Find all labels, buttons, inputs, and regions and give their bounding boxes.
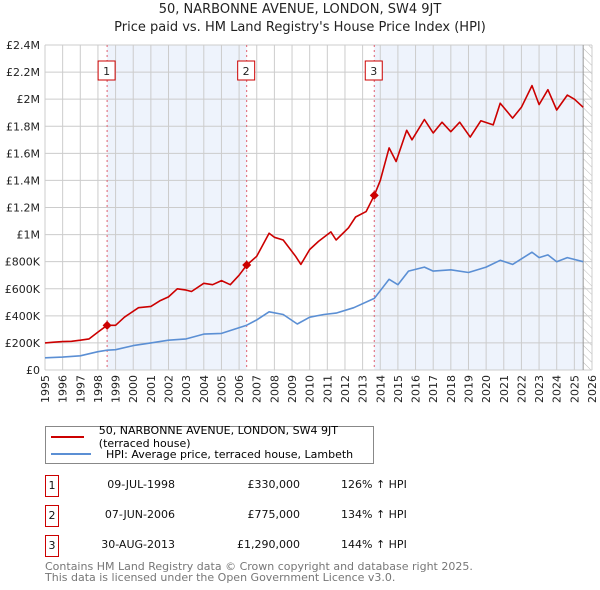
y-tick-label: £2M (17, 93, 41, 106)
legend-label: HPI: Average price, terraced house, Lamb… (106, 447, 354, 461)
x-tick-label: 2023 (533, 375, 546, 403)
x-tick-label: 2016 (410, 375, 423, 403)
x-tick-label: 2005 (215, 375, 228, 403)
sale-label-3: 3 (370, 65, 377, 78)
x-tick-label: 1996 (57, 375, 70, 403)
x-tick-label: 2018 (445, 375, 458, 403)
x-tick-label: 1998 (92, 375, 105, 403)
y-tick-label: £1.6M (6, 147, 40, 160)
x-tick-label: 2000 (127, 375, 140, 403)
x-tick-label: 2021 (498, 375, 511, 403)
x-tick-label: 2002 (163, 375, 176, 403)
x-tick-label: 2013 (357, 375, 370, 403)
legend: 50, NARBONNE AVENUE, LONDON, SW4 9JT (te… (45, 424, 374, 464)
sale-label-box-1 (97, 60, 116, 81)
series-line-property (44, 84, 584, 344)
legend-item-hpi: HPI: Average price, terraced house, Lamb… (51, 446, 353, 462)
x-tick-label: 2012 (339, 375, 352, 403)
x-tick-label: 2008 (268, 375, 281, 403)
y-tick-label: £1M (17, 229, 41, 242)
sale-marker-box: 1 (45, 475, 59, 497)
plot-area: 1995 1996 1997 1998 1999 2000 2001 2002 2003 2004… (5, 39, 599, 403)
x-tick-label: 2020 (480, 375, 493, 403)
x-tick-label: 2007 (251, 375, 264, 403)
sale-price: £330,000 (247, 478, 301, 491)
sale-price: £1,290,000 (237, 538, 300, 551)
sale-hpi: 134% ↑ HPI (341, 508, 407, 521)
x-tick-label: 2026 (586, 375, 599, 403)
legend-swatch-red (51, 436, 84, 438)
x-tick-label: 2019 (462, 375, 475, 403)
sale-date: 09-JUL-1998 (107, 478, 175, 491)
sale-marker-box: 3 (45, 535, 59, 557)
legend-swatch-blue (51, 453, 91, 455)
x-tick-label: 2015 (392, 375, 405, 403)
x-tick-label: 2011 (321, 375, 334, 403)
x-tick-label: 2022 (515, 375, 528, 403)
x-tick-label: 2025 (568, 375, 581, 403)
x-tick-label: 2006 (233, 375, 246, 403)
y-tick-label: £2.4M (6, 39, 40, 52)
x-tick-label: 2014 (374, 375, 387, 403)
y-tick-label: £200K (5, 337, 41, 350)
sale-hpi: 144% ↑ HPI (341, 538, 407, 551)
footer-licence: This data is licensed under the Open Gov… (45, 571, 396, 584)
legend-label: 50, NARBONNE AVENUE, LONDON, SW4 9JT (te… (98, 424, 338, 450)
x-tick-label: 2010 (304, 375, 317, 403)
x-tick-label: 2024 (551, 375, 564, 403)
sale-label-2: 2 (243, 65, 250, 78)
series-line-hpi (44, 251, 584, 359)
sale-label-box-2 (237, 60, 256, 81)
y-tick-label: £2.2M (6, 66, 40, 79)
x-tick-label: 2003 (180, 375, 193, 403)
footer-copyright: Contains HM Land Registry data © Crown c… (45, 560, 473, 573)
sale-label-1: 1 (103, 65, 110, 78)
y-tick-label: £600K (5, 283, 41, 296)
sale-date: 07-JUN-2006 (104, 508, 175, 521)
y-tick-label: £1.4M (6, 174, 40, 187)
x-tick-label: 1999 (110, 375, 123, 403)
x-tick-label: 2004 (198, 375, 211, 403)
sale-marker-box: 2 (45, 505, 59, 527)
y-tick-label: £1.2M (6, 202, 40, 215)
legend-item-property: 50, NARBONNE AVENUE, LONDON, SW4 9JT (te… (51, 424, 373, 450)
x-tick-label: 1997 (74, 375, 87, 403)
sale-point-2 (242, 260, 252, 270)
y-tick-label: £0 (26, 364, 40, 377)
y-tick-label: £1.8M (6, 120, 40, 133)
sale-label-box-3 (364, 60, 383, 81)
sale-date: 30-AUG-2013 (101, 538, 175, 551)
sale-point-3 (369, 190, 379, 200)
y-tick-label: £400K (5, 310, 41, 323)
x-tick-label: 2017 (427, 375, 440, 403)
sale-price: £775,000 (247, 508, 301, 521)
x-tick-label: 1995 (39, 375, 52, 403)
x-tick-label: 2009 (286, 375, 299, 403)
sale-hpi: 126% ↑ HPI (341, 478, 407, 491)
chart-subtitle: Price paid vs. HM Land Registry's House … (114, 20, 486, 35)
chart-title: 50, NARBONNE AVENUE, LONDON, SW4 9JT (158, 2, 442, 17)
y-tick-label: £800K (5, 256, 41, 269)
x-tick-label: 2001 (145, 375, 158, 403)
sale-point-1 (102, 320, 112, 330)
